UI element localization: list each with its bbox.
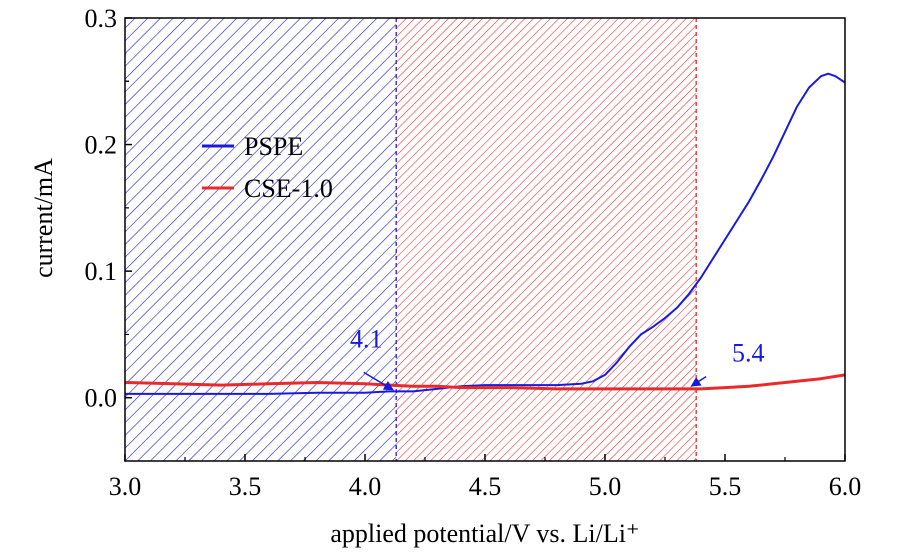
x-tick-label: 6.0 <box>829 472 862 501</box>
x-tick-label: 4.5 <box>469 472 502 501</box>
legend-label-2: CSE-1.0 <box>244 174 333 203</box>
series-line-cse-1-0 <box>125 373 845 391</box>
annotation-label-2: 5.4 <box>732 339 765 368</box>
y-tick-label: 0.0 <box>85 384 118 413</box>
annotation-label-1: 4.1 <box>350 324 383 353</box>
x-tick-label: 5.0 <box>589 472 622 501</box>
series-layer <box>125 72 845 395</box>
x-axis-label: applied potential/V vs. Li/Li⁺ <box>330 519 639 548</box>
x-tick-label: 4.0 <box>349 472 382 501</box>
legend-label-1: PSPE <box>244 132 303 161</box>
annotations: 4.1 5.4 <box>350 324 765 391</box>
x-tick-label: 5.5 <box>709 472 742 501</box>
x-tick-label: 3.5 <box>229 472 262 501</box>
y-tick-label: 0.3 <box>85 4 118 33</box>
x-axis: 3.0 3.5 4.0 4.5 5.0 5.5 6.0 <box>109 454 862 501</box>
shaded-region-2 <box>396 18 697 461</box>
x-tick-label: 3.0 <box>109 472 142 501</box>
y-axis-label: current/mA <box>29 158 58 278</box>
y-tick-label: 0.1 <box>85 257 118 286</box>
y-axis: 0.0 0.1 0.2 0.3 <box>85 4 132 413</box>
annotation-arrow-1 <box>363 371 394 391</box>
series-line-pspe <box>125 72 845 395</box>
annotation-arrow-2 <box>690 375 707 387</box>
y-tick-label: 0.2 <box>85 131 118 160</box>
shaded-region-1 <box>125 18 397 461</box>
legend: PSPE CSE-1.0 <box>202 132 333 203</box>
